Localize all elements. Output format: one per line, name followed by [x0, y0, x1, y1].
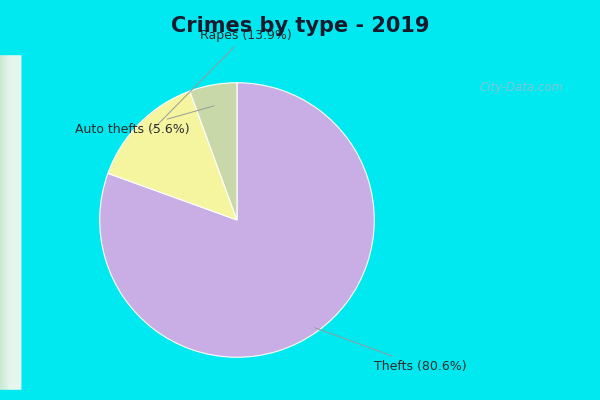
Bar: [6, 54, 16, 400]
Bar: [7, 54, 17, 400]
Bar: [1, 54, 11, 400]
Bar: [6, 54, 16, 400]
Bar: [4, 54, 14, 400]
Bar: [0, 0, 600, 54]
Wedge shape: [100, 83, 374, 357]
Bar: [2, 54, 13, 400]
Bar: [4, 54, 14, 400]
Bar: [2, 54, 13, 400]
Bar: [2, 54, 13, 400]
Bar: [4, 54, 13, 400]
Bar: [7, 54, 17, 400]
Bar: [1, 54, 11, 400]
Text: City-Data.com: City-Data.com: [480, 82, 564, 94]
Bar: [9, 54, 19, 400]
Bar: [7, 54, 17, 400]
Bar: [0, 54, 10, 400]
Bar: [1, 54, 11, 400]
Bar: [2, 54, 12, 400]
Bar: [5, 54, 15, 400]
Bar: [5, 54, 16, 400]
Bar: [9, 54, 19, 400]
Bar: [6, 54, 16, 400]
Bar: [7, 54, 17, 400]
Wedge shape: [108, 91, 237, 220]
Bar: [3, 54, 13, 400]
Bar: [8, 54, 18, 400]
Bar: [4, 54, 14, 400]
Bar: [1, 54, 11, 400]
Bar: [4, 54, 14, 400]
Bar: [8, 54, 19, 400]
Wedge shape: [190, 83, 237, 220]
Bar: [3, 54, 13, 400]
Bar: [2, 54, 12, 400]
Bar: [8, 54, 19, 400]
Text: Thefts (80.6%): Thefts (80.6%): [314, 328, 467, 373]
Bar: [2, 54, 11, 400]
Bar: [8, 54, 17, 400]
Bar: [8, 54, 18, 400]
Bar: [7, 54, 17, 400]
Bar: [7, 54, 17, 400]
Bar: [9, 54, 19, 400]
Text: Rapes (13.9%): Rapes (13.9%): [151, 29, 292, 131]
Bar: [8, 54, 18, 400]
Bar: [10, 54, 19, 400]
Bar: [10, 54, 20, 400]
Bar: [5, 54, 15, 400]
Bar: [10, 54, 20, 400]
Bar: [0, 390, 600, 400]
Bar: [7, 54, 17, 400]
Bar: [5, 54, 16, 400]
Bar: [0, 54, 10, 400]
Bar: [1, 54, 11, 400]
Bar: [5, 54, 15, 400]
Bar: [7, 54, 16, 400]
Text: Crimes by type - 2019: Crimes by type - 2019: [171, 16, 429, 36]
Bar: [4, 54, 14, 400]
Bar: [2, 54, 12, 400]
Bar: [1, 54, 11, 400]
Bar: [5, 54, 16, 400]
Text: Auto thefts (5.6%): Auto thefts (5.6%): [75, 106, 214, 136]
Bar: [4, 54, 14, 400]
Bar: [3, 54, 13, 400]
Bar: [1, 54, 11, 400]
Bar: [8, 54, 19, 400]
Bar: [1, 54, 10, 400]
Bar: [10, 54, 19, 400]
Bar: [5, 54, 14, 400]
Bar: [5, 54, 14, 400]
